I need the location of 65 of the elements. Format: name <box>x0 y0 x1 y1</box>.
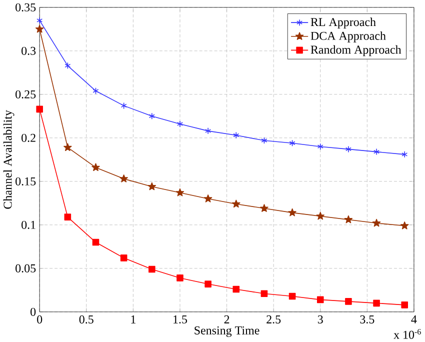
x-tick-label: 3 <box>318 315 323 324</box>
y-tick-label: 0.15 <box>16 177 36 186</box>
text: x 10$^{-6}$ <box>394 329 421 339</box>
y-tick-label: 0.25 <box>16 90 36 98</box>
x-tick-label: 0.5 <box>79 315 94 324</box>
point <box>176 120 183 128</box>
point <box>401 301 408 308</box>
point <box>400 221 409 230</box>
legend-label: DCA Approach <box>310 31 386 42</box>
point <box>120 174 128 182</box>
point <box>232 286 240 293</box>
point <box>261 137 268 144</box>
point <box>289 140 296 146</box>
point <box>233 132 240 139</box>
point <box>176 188 184 196</box>
point <box>288 292 296 300</box>
legend-label: Random Approach <box>310 45 402 56</box>
y-tick-label: 0.2 <box>22 134 36 142</box>
x-tick-label: 3.5 <box>360 315 374 324</box>
y-tick-label: 0.35 <box>16 3 36 12</box>
point <box>204 280 212 288</box>
point <box>260 290 268 297</box>
x-tick-label: 2.5 <box>266 315 281 324</box>
point <box>373 300 380 306</box>
x-tick-label: 1 <box>131 315 136 324</box>
point <box>148 182 156 190</box>
legend-label: RL Approach <box>310 18 376 28</box>
point <box>120 254 128 262</box>
x-tick-label: 2 <box>224 315 230 324</box>
point <box>64 143 72 151</box>
point <box>92 87 99 94</box>
point <box>120 102 127 109</box>
y-tick-label: 0 <box>30 308 36 316</box>
point <box>36 16 43 24</box>
point <box>316 296 324 303</box>
point <box>232 200 240 208</box>
point <box>92 163 100 171</box>
point <box>402 150 408 158</box>
point <box>205 127 212 134</box>
point <box>64 62 71 69</box>
point <box>92 238 100 246</box>
point <box>64 214 72 220</box>
point <box>345 298 352 305</box>
point <box>176 274 184 282</box>
point <box>204 194 212 202</box>
point <box>288 208 296 216</box>
point <box>260 204 268 212</box>
point <box>317 143 324 150</box>
x-axis-title: Sensing Time <box>194 326 260 337</box>
point <box>35 24 44 33</box>
point <box>344 215 353 224</box>
point <box>148 112 155 120</box>
point <box>374 148 380 156</box>
y-tick-label: 0.05 <box>16 264 36 272</box>
y-tick-label: 0.1 <box>22 220 36 229</box>
point <box>148 266 156 273</box>
x-tick-label: 4 <box>411 315 417 324</box>
point <box>36 106 43 112</box>
x-tick-label: 1.5 <box>174 315 188 324</box>
x-tick-label: 0 <box>37 315 42 324</box>
y-tick-label: 0.3 <box>22 46 36 55</box>
point <box>372 218 381 227</box>
point <box>345 146 352 152</box>
point <box>316 212 324 220</box>
y-axis-title: Channel Availability <box>3 110 14 209</box>
